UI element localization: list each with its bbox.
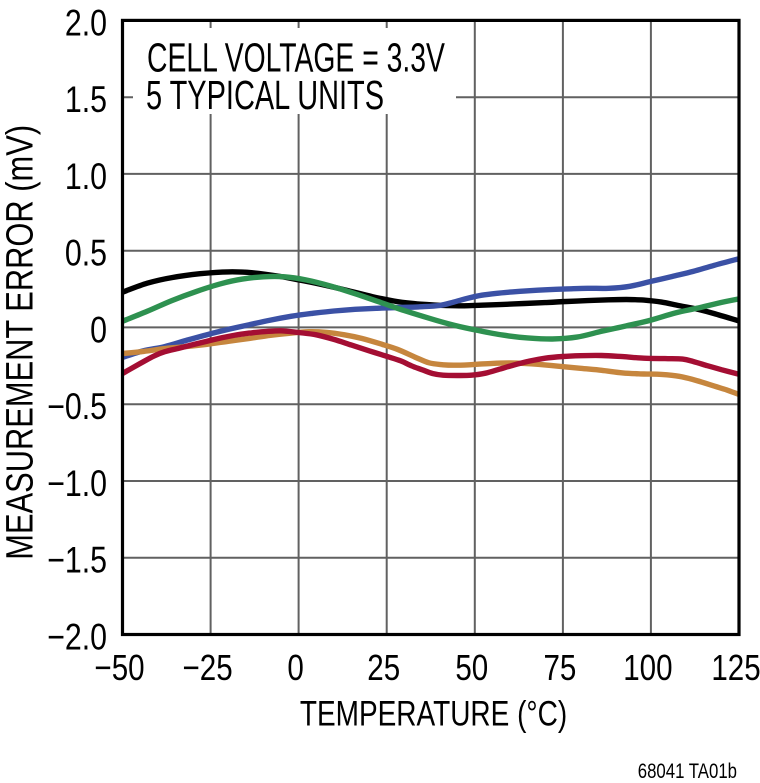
svg-text:−1.0: −1.0	[47, 463, 107, 505]
svg-text:100: 100	[623, 648, 672, 689]
svg-text:−0.5: −0.5	[47, 386, 107, 428]
svg-text:−25: −25	[183, 648, 233, 689]
svg-text:68041 TA01b: 68041 TA01b	[638, 760, 737, 783]
svg-text:TEMPERATURE (°C): TEMPERATURE (°C)	[300, 693, 567, 733]
svg-text:−50: −50	[94, 648, 144, 689]
svg-text:−1.5: −1.5	[47, 540, 107, 582]
svg-text:2.0: 2.0	[65, 3, 107, 45]
svg-text:1.5: 1.5	[65, 79, 107, 121]
svg-text:25: 25	[367, 648, 400, 689]
svg-text:75: 75	[543, 648, 576, 689]
svg-text:−2.0: −2.0	[47, 617, 107, 659]
svg-text:50: 50	[455, 648, 488, 689]
svg-text:5 TYPICAL UNITS: 5 TYPICAL UNITS	[146, 73, 384, 118]
svg-text:CELL VOLTAGE = 3.3V: CELL VOLTAGE = 3.3V	[147, 36, 445, 81]
svg-text:0: 0	[90, 310, 107, 352]
svg-text:125: 125	[711, 648, 760, 689]
svg-text:0: 0	[287, 648, 303, 689]
svg-text:MEASUREMENT ERROR (mV): MEASUREMENT ERROR (mV)	[0, 125, 41, 560]
svg-text:0.5: 0.5	[65, 233, 107, 275]
svg-text:1.0: 1.0	[65, 156, 107, 198]
